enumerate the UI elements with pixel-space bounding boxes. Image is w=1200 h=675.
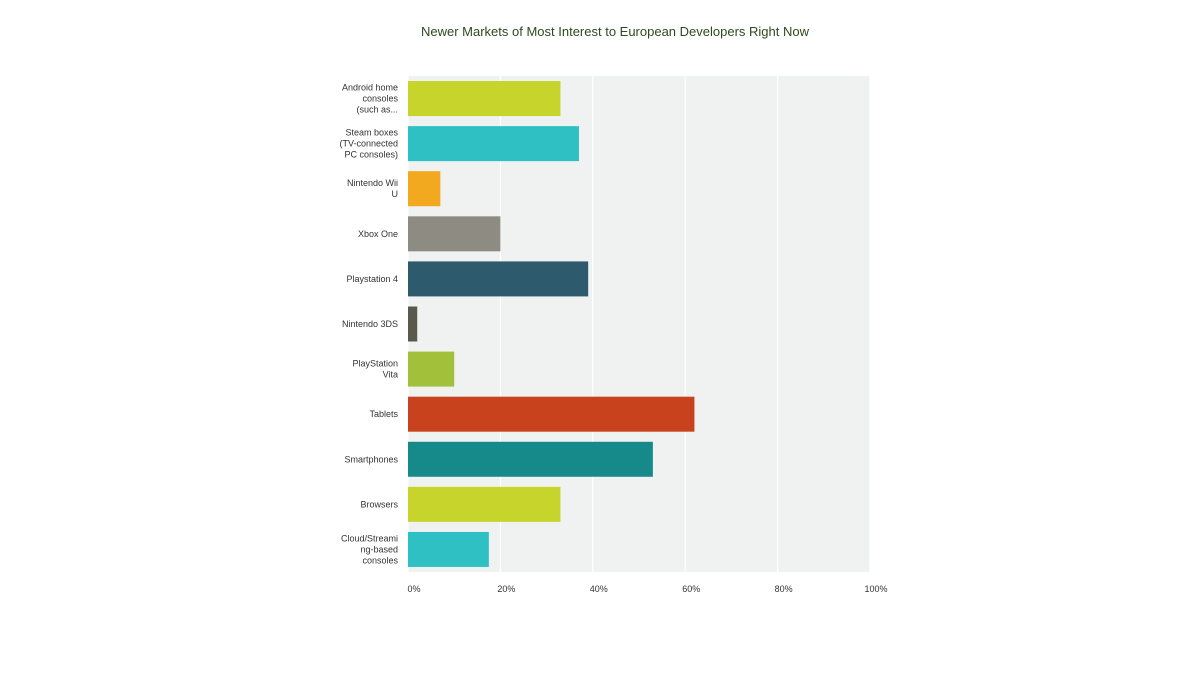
bar-10 [408, 531, 489, 567]
chart-title: Newer Markets of Most Interest to Europe… [420, 24, 809, 39]
category-label-10: Cloud/Streami ng-based consoles [341, 533, 399, 565]
category-label-3: Xbox One [358, 229, 398, 239]
bar-3 [408, 216, 501, 252]
bar-0 [408, 81, 561, 117]
category-label-7: Tablets [369, 409, 398, 419]
x-tick-label-80: 80% [775, 584, 793, 594]
bar-5 [408, 306, 418, 342]
category-label-1: Steam boxes (TV-connected PC consoles) [339, 128, 398, 160]
x-tick-label-0: 0% [407, 584, 420, 594]
bar-4 [408, 261, 589, 297]
x-tick-label-60: 60% [682, 584, 700, 594]
category-label-4: Playstation 4 [346, 274, 398, 284]
bar-8 [408, 441, 653, 477]
x-tick-label-100: 100% [864, 584, 887, 594]
category-label-9: Browsers [360, 499, 398, 509]
category-label-5: Nintendo 3DS [342, 319, 398, 329]
bar-1 [408, 126, 579, 162]
category-label-6: PlayStation Vita [352, 359, 398, 380]
category-label-8: Smartphones [344, 454, 398, 464]
category-label-0: Android home consoles (such as... [342, 83, 399, 115]
x-tick-label-40: 40% [590, 584, 608, 594]
bar-2 [408, 171, 441, 207]
category-label-2: Nintendo Wii U [347, 178, 398, 199]
bar-7 [408, 396, 695, 432]
bar-6 [408, 351, 455, 387]
bar-9 [408, 486, 561, 522]
x-tick-label-20: 20% [497, 584, 515, 594]
